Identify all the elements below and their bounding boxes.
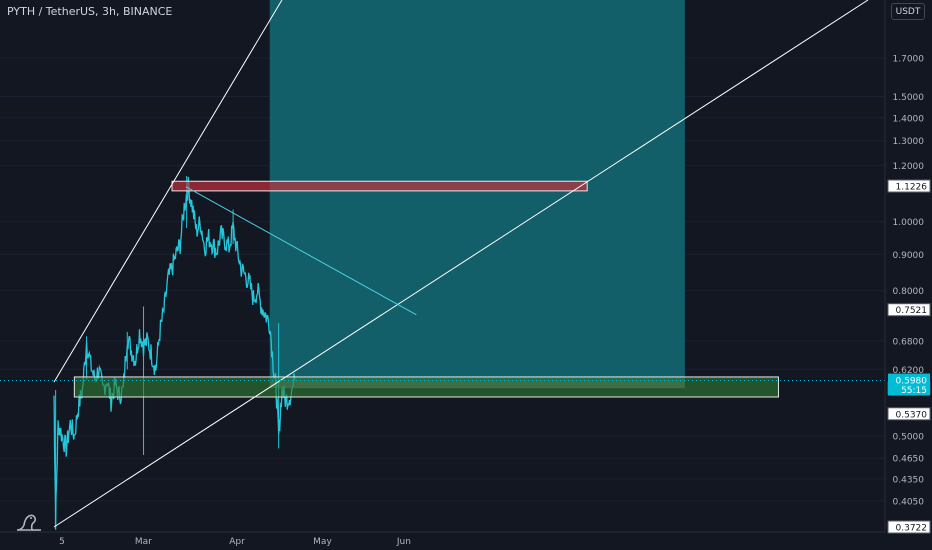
y-tick-label: 0.8000	[893, 287, 925, 297]
y-tick-label: 1.4000	[893, 114, 925, 124]
y-tick-label: 1.3000	[893, 137, 925, 147]
symbol-title: PYTH / TetherUS, 3h, BINANCE	[7, 5, 173, 18]
x-tick-label: May	[313, 537, 332, 547]
y-tick-label: 0.4650	[893, 455, 925, 465]
y-tick-label: 0.4350	[893, 475, 925, 485]
y-tick-label: 0.4050	[893, 497, 925, 507]
trend-line	[53, 0, 283, 383]
y-tick-label: 1.5000	[893, 93, 925, 103]
price-label: 1.1226	[896, 183, 928, 193]
price-label-box	[887, 303, 931, 317]
price-label-box	[887, 407, 931, 421]
x-tick-label: Apr	[229, 537, 245, 547]
y-tick-label: 1.0000	[893, 218, 925, 228]
supply-zone	[171, 180, 588, 192]
x-tick-label: Mar	[135, 537, 152, 547]
demand-zone	[73, 376, 779, 398]
current-price-box	[888, 373, 930, 396]
y-tick-label: 0.5000	[893, 432, 925, 442]
price-label: 0.7521	[896, 306, 928, 316]
y-tick-label: 1.2000	[893, 162, 925, 172]
x-tick-label: Jun	[396, 537, 411, 547]
price-label-box	[887, 179, 931, 193]
projection-line	[185, 186, 417, 316]
y-tick-label: 1.7000	[893, 54, 925, 64]
price-candles	[53, 176, 296, 530]
y-tick-label: 0.9000	[893, 251, 925, 261]
current-price-label: 0.5980	[896, 377, 928, 387]
price-label: 0.3722	[896, 524, 928, 534]
currency-button[interactable]: USDT	[891, 3, 925, 20]
price-label-box	[887, 520, 931, 534]
y-tick-label: 0.6800	[893, 337, 925, 347]
x-tick-label: 5	[59, 537, 65, 547]
countdown-label: 55:15	[901, 386, 927, 396]
price-label: 0.5370	[896, 410, 928, 420]
y-tick-label: 0.6200	[893, 366, 925, 376]
price-axis-panel	[885, 0, 932, 550]
trend-line	[53, 0, 869, 528]
tradingview-logo-icon	[16, 514, 41, 531]
